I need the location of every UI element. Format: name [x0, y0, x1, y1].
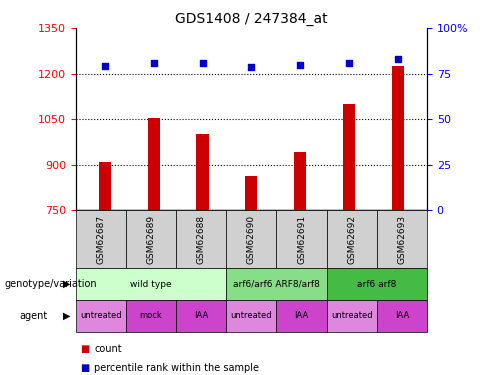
Bar: [148, 117, 160, 210]
Text: GSM62692: GSM62692: [347, 214, 356, 264]
Point: [394, 56, 402, 62]
Point: [296, 62, 304, 68]
Text: percentile rank within the sample: percentile rank within the sample: [94, 363, 259, 373]
Text: IAA: IAA: [194, 311, 208, 320]
Text: GSM62688: GSM62688: [197, 214, 205, 264]
Bar: [294, 152, 306, 210]
Text: untreated: untreated: [80, 311, 122, 320]
Text: wild type: wild type: [130, 280, 172, 289]
Text: GSM62689: GSM62689: [146, 214, 156, 264]
Text: genotype/variation: genotype/variation: [5, 279, 98, 289]
Text: GSM62687: GSM62687: [96, 214, 105, 264]
Point: [345, 60, 353, 66]
Text: untreated: untreated: [230, 311, 272, 320]
Text: ▶: ▶: [63, 279, 71, 289]
Point: [101, 63, 109, 69]
Text: IAA: IAA: [395, 311, 409, 320]
Text: ■: ■: [81, 363, 90, 373]
Bar: [245, 176, 258, 210]
Text: ▶: ▶: [63, 311, 71, 321]
Text: arf6/arf6 ARF8/arf8: arf6/arf6 ARF8/arf8: [233, 280, 320, 289]
Bar: [99, 162, 111, 210]
Text: GSM62690: GSM62690: [247, 214, 256, 264]
Point: [247, 64, 255, 70]
Text: GSM62693: GSM62693: [397, 214, 407, 264]
Text: arf6 arf8: arf6 arf8: [357, 280, 396, 289]
Text: mock: mock: [140, 311, 163, 320]
Text: count: count: [94, 344, 122, 354]
Bar: [197, 134, 209, 210]
Point: [199, 60, 206, 66]
Text: ■: ■: [81, 344, 90, 354]
Title: GDS1408 / 247384_at: GDS1408 / 247384_at: [175, 12, 327, 26]
Bar: [343, 104, 355, 210]
Text: agent: agent: [20, 311, 48, 321]
Point: [150, 60, 158, 66]
Text: untreated: untreated: [331, 311, 372, 320]
Text: IAA: IAA: [294, 311, 308, 320]
Text: GSM62691: GSM62691: [297, 214, 306, 264]
Bar: [392, 66, 404, 210]
